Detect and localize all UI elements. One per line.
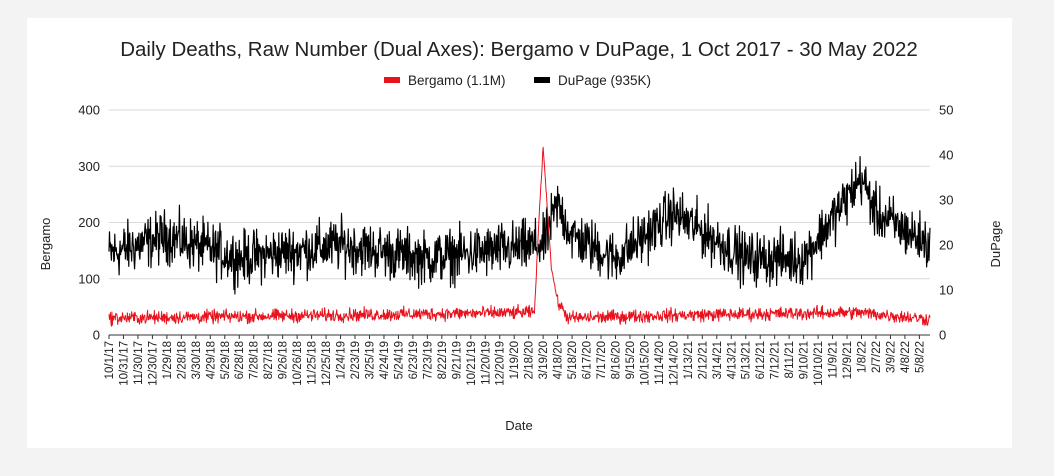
- x-tick-label: 11/14/20: [654, 341, 666, 385]
- x-tick-label: 12/14/20: [668, 341, 680, 386]
- x-tick-label: 4/29/18: [205, 341, 217, 379]
- x-tick-label: 9/21/19: [451, 341, 463, 379]
- legend-label-dupage: DuPage (935K): [558, 73, 651, 88]
- x-tick-label: 1/13/21: [683, 341, 695, 379]
- x-tick-label: 4/8/22: [900, 341, 912, 373]
- y-left-tick-label: 400: [78, 103, 100, 118]
- chart-title: Daily Deaths, Raw Number (Dual Axes): Be…: [120, 38, 918, 61]
- x-tick-label: 10/26/18: [292, 341, 304, 386]
- x-axis-label: Date: [505, 418, 532, 433]
- x-tick-label: 1/29/18: [162, 341, 174, 379]
- x-tick-label: 6/28/18: [234, 341, 246, 379]
- y-right-tick-label: 30: [939, 193, 953, 208]
- x-tick-label: 2/28/18: [176, 341, 188, 379]
- x-tick-label: 6/17/20: [582, 341, 594, 379]
- x-tick-label: 9/26/18: [278, 341, 290, 379]
- y-right-tick-label: 50: [939, 103, 953, 118]
- x-tick-label: 4/18/20: [553, 341, 565, 379]
- x-tick-label: 3/9/22: [885, 341, 897, 373]
- x-tick-label: 4/13/21: [726, 341, 738, 379]
- series-lines: [108, 146, 931, 327]
- y-axis-left-ticks: 0 100 200 300 400: [78, 103, 100, 343]
- x-tick-label: 1/24/19: [336, 341, 348, 379]
- x-tick-label: 5/24/19: [393, 341, 405, 379]
- x-tick-label: 4/24/19: [379, 341, 391, 379]
- legend-label-bergamo: Bergamo (1.1M): [408, 73, 506, 88]
- x-tick-label: 1/8/22: [857, 341, 869, 373]
- x-tick-label: 12/30/17: [147, 341, 159, 386]
- x-tick-label: 6/12/21: [755, 341, 767, 379]
- x-tick-label: 10/21/19: [466, 341, 478, 386]
- legend-swatch-dupage: [534, 77, 550, 83]
- series-line-bergamo: [108, 146, 931, 327]
- y-axis-right-ticks: 0 10 20 30 40 50: [939, 103, 953, 343]
- x-tick-label: 11/20/19: [480, 341, 492, 385]
- y-right-tick-label: 0: [939, 328, 946, 343]
- y-left-tick-label: 100: [78, 271, 100, 286]
- y-left-tick-label: 300: [78, 159, 100, 174]
- x-tick-label: 5/29/18: [220, 341, 232, 379]
- x-tick-label: 3/14/21: [712, 341, 724, 379]
- x-tick-label: 5/8/22: [914, 341, 926, 373]
- x-tick-label: 2/12/21: [697, 341, 709, 379]
- chart: Daily Deaths, Raw Number (Dual Axes): Be…: [38, 38, 1003, 433]
- x-axis-ticks: 10/1/17 10/31/17 11/30/17 12/30/17 1/29/18 2/…: [104, 335, 926, 386]
- x-tick-label: 3/19/20: [538, 341, 550, 379]
- gridlines: [109, 109, 930, 280]
- y-right-tick-label: 40: [939, 148, 953, 163]
- x-tick-label: 2/7/22: [871, 341, 883, 373]
- x-tick-label: 5/18/20: [567, 341, 579, 379]
- x-tick-label: 8/16/20: [610, 341, 622, 379]
- x-tick-label: 7/12/21: [770, 341, 782, 379]
- x-tick-label: 1/19/20: [509, 341, 521, 379]
- y-right-tick-label: 10: [939, 283, 953, 298]
- x-tick-label: 12/9/21: [842, 341, 854, 379]
- x-tick-label: 3/30/18: [191, 341, 203, 379]
- legend[interactable]: Bergamo (1.1M) DuPage (935K): [384, 73, 651, 88]
- x-tick-label: 9/10/21: [799, 341, 811, 379]
- x-tick-label: 5/13/21: [741, 341, 753, 379]
- x-tick-label: 7/23/19: [422, 341, 434, 379]
- chart-card: Daily Deaths, Raw Number (Dual Axes): Be…: [27, 18, 1012, 448]
- x-tick-label: 10/31/17: [118, 341, 130, 386]
- x-tick-label: 12/20/19: [495, 341, 507, 386]
- x-tick-label: 12/25/18: [321, 341, 333, 386]
- x-tick-label: 6/23/19: [408, 341, 420, 379]
- x-tick-label: 8/11/21: [784, 341, 796, 379]
- y-left-tick-label: 200: [78, 215, 100, 230]
- x-tick-label: 11/30/17: [133, 341, 145, 385]
- x-tick-label: 9/15/20: [625, 341, 637, 379]
- y-left-tick-label: 0: [93, 328, 100, 343]
- x-tick-label: 3/25/19: [364, 341, 376, 379]
- x-tick-label: 10/1/17: [104, 341, 116, 379]
- x-tick-label: 7/28/18: [249, 341, 261, 379]
- x-tick-label: 11/25/18: [307, 341, 319, 385]
- x-tick-label: 10/15/20: [639, 341, 651, 386]
- x-tick-label: 10/10/21: [813, 341, 825, 386]
- x-tick-label: 8/22/19: [437, 341, 449, 379]
- series-line-dupage: [108, 156, 931, 295]
- x-tick-label: 2/23/19: [350, 341, 362, 379]
- x-tick-label: 2/18/20: [524, 341, 536, 379]
- y-axis-left-label: Bergamo: [38, 218, 53, 271]
- x-tick-label: 7/17/20: [596, 341, 608, 379]
- x-tick-label: 11/9/21: [828, 341, 840, 379]
- y-right-tick-label: 20: [939, 238, 953, 253]
- x-tick-label: 8/27/18: [263, 341, 275, 379]
- y-axis-right-label: DuPage: [988, 221, 1003, 268]
- legend-swatch-bergamo: [384, 77, 400, 83]
